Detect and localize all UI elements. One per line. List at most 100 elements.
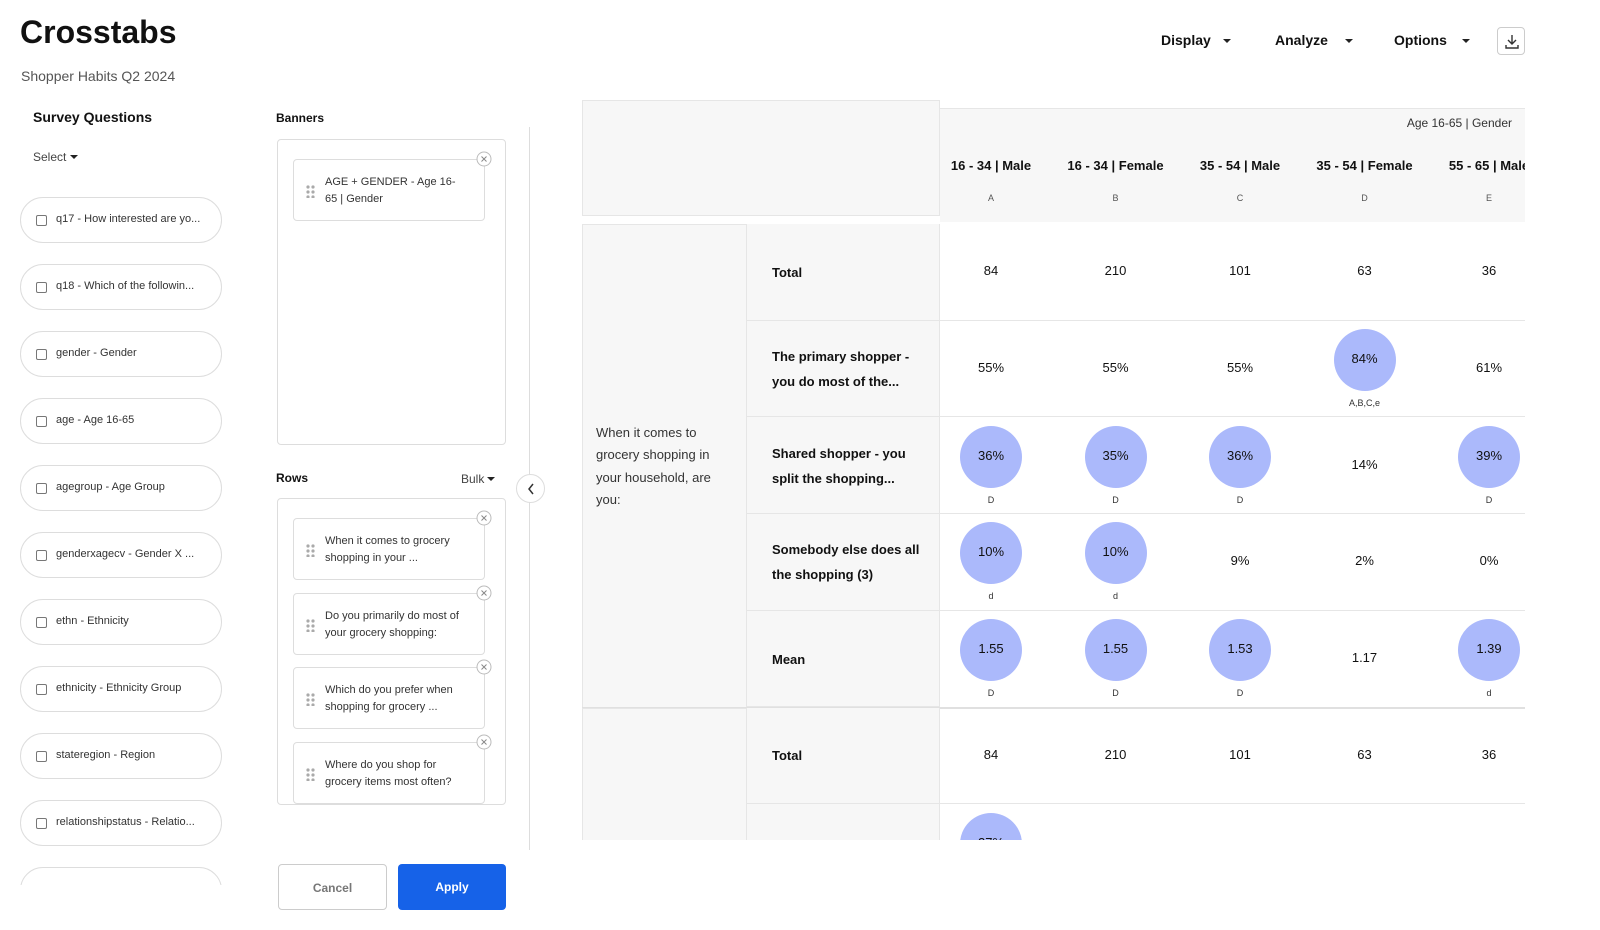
column-letter: C: [1236, 193, 1244, 203]
cell-value: 1.39: [1476, 641, 1502, 657]
row-line: [940, 609, 1525, 611]
checkbox[interactable]: [36, 483, 47, 494]
cell-value: 36: [1481, 263, 1497, 279]
drag-handle: [306, 544, 315, 557]
select-dropdown[interactable]: Select: [33, 150, 67, 164]
column-name: 35 - 54 | Female: [1316, 158, 1413, 173]
cancel-button[interactable]: Cancel: [278, 864, 387, 910]
checkbox[interactable]: [36, 282, 47, 293]
page-subtitle: Shopper Habits Q2 2024: [21, 68, 176, 84]
cell-value: 101: [1229, 263, 1251, 279]
checkbox[interactable]: [36, 684, 47, 695]
cell-value: 2%: [1355, 553, 1374, 569]
chip[interactable]: When it comes to grocery shopping in you…: [293, 510, 492, 580]
significance-letters: D: [1485, 494, 1493, 505]
remove-button[interactable]: [476, 585, 492, 601]
drag-handle: [306, 693, 315, 706]
significance-bubble: [1209, 619, 1271, 682]
menu-button[interactable]: Options: [1394, 32, 1447, 48]
bulk-dropdown[interactable]: Bulk: [461, 472, 485, 486]
cell-value: 35%: [1102, 447, 1129, 463]
column-letter: A: [987, 193, 994, 203]
question-label: gender - Gender: [56, 347, 137, 359]
question-item[interactable]: ethn - Ethnicity: [20, 599, 222, 645]
question-item[interactable]: stateregion - Region: [20, 733, 222, 779]
chip[interactable]: Where do you shop for grocery items most…: [293, 734, 492, 804]
remove-button[interactable]: [476, 734, 492, 750]
rows-box: When it comes to grocery shopping in you…: [277, 498, 506, 805]
question-text: When it comes to grocery shopping in you…: [596, 424, 711, 508]
menu-caret: [1223, 39, 1231, 43]
question-item[interactable]: agegroup - Age Group: [20, 465, 222, 511]
select-caret: [70, 155, 78, 159]
question-label: q17 - How interested are yo...: [56, 213, 201, 225]
apply-button[interactable]: Apply: [398, 864, 506, 910]
cell-value: 61%: [1475, 360, 1503, 376]
bulk-caret: [487, 477, 495, 481]
checkbox[interactable]: [36, 751, 47, 762]
checkbox[interactable]: [36, 617, 47, 628]
download-button[interactable]: [1497, 27, 1525, 55]
crosstab-table: Age 16-65 | Gender 16 - 34 | Male A 16 - 34…: [582, 100, 1525, 840]
remove-button[interactable]: [476, 151, 492, 167]
question-item[interactable]: gender - Gender: [20, 331, 222, 377]
cell-value: 1.53: [1227, 641, 1253, 657]
cell-value: 63: [1357, 746, 1372, 762]
drag-handle: [306, 185, 315, 198]
chip-label: Where do you shop for grocery items most…: [325, 758, 452, 788]
cell-value: 9%: [1230, 553, 1250, 569]
significance-letters: d: [1112, 591, 1118, 602]
drag-handle: [306, 767, 315, 781]
cell-value: 84: [983, 263, 999, 279]
row-label: Shared shopper - you split the shopping.…: [772, 445, 906, 486]
checkbox[interactable]: [36, 550, 47, 561]
question-item[interactable]: [20, 867, 222, 885]
significance-bubble: [1084, 425, 1147, 488]
page-title: Crosstabs: [20, 14, 177, 50]
question-label: q18 - Which of the followin...: [56, 280, 195, 292]
collapse-button[interactable]: [516, 474, 545, 503]
significance-bubble: [1209, 425, 1271, 488]
cell-value: 84%: [1351, 351, 1378, 367]
corner-header: [582, 100, 940, 216]
significance-letters: A,B,C,e: [1348, 398, 1380, 409]
question-item[interactable]: ethnicity - Ethnicity Group: [20, 666, 222, 712]
checkbox[interactable]: [36, 349, 47, 360]
significance-letters: D: [1112, 494, 1119, 505]
row-label-cell: [747, 417, 940, 515]
row-label: Online/delivery/pick-: [772, 804, 922, 840]
significance-bubble: [1458, 619, 1520, 682]
significance-bubble: [960, 425, 1022, 488]
row-label-cell: [747, 804, 940, 840]
question-item[interactable]: age - Age 16-65: [20, 398, 222, 444]
remove-button[interactable]: [476, 659, 492, 675]
row-label: Total: [772, 748, 803, 764]
significance-letters: d: [988, 591, 994, 602]
checkbox[interactable]: [36, 416, 47, 427]
column-name: 55 - 65 | Male: [1448, 158, 1525, 173]
checkbox[interactable]: [36, 215, 47, 226]
chevron: [528, 483, 534, 495]
cell-value: 10%: [977, 544, 1005, 560]
question-item[interactable]: q18 - Which of the followin...: [20, 264, 222, 310]
menu-button[interactable]: Display: [1161, 32, 1211, 48]
cell-value: 55%: [977, 360, 1005, 376]
significance-letters: D: [987, 688, 995, 699]
question-item[interactable]: genderxagecv - Gender X ...: [20, 532, 222, 578]
column-name: 16 - 34 | Male: [950, 158, 1032, 173]
download-icon: [1505, 35, 1519, 49]
remove-button[interactable]: [476, 510, 492, 526]
question-item[interactable]: relationshipstatus - Relatio...: [20, 800, 222, 846]
row-label-cell: [747, 514, 940, 611]
menu-button[interactable]: Analyze: [1275, 32, 1328, 48]
significance-letters: D: [987, 494, 995, 505]
question-item[interactable]: q17 - How interested are yo...: [20, 197, 222, 243]
significance-bubble: [1084, 619, 1147, 682]
chip[interactable]: Do you primarily do most of your grocery…: [293, 585, 492, 655]
column-name: 16 - 34 | Female: [1067, 158, 1164, 173]
column-header: [940, 108, 1525, 222]
chip[interactable]: Which do you prefer when shopping for gr…: [293, 659, 492, 729]
checkbox[interactable]: [36, 818, 47, 829]
chip[interactable]: AGE + GENDER - Age 16-65 | Gender: [293, 151, 492, 221]
